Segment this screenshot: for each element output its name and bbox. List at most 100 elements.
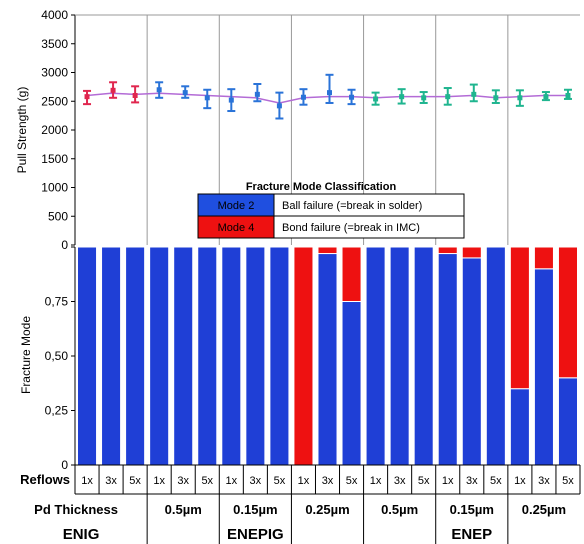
bar-mode-2 <box>269 246 290 466</box>
pd-thickness-label: 0.5µm <box>165 502 202 517</box>
pd-thickness-label: 0.15µm <box>450 502 494 517</box>
bar-mode-2 <box>557 377 579 466</box>
y-tick-label: 0 <box>61 238 68 252</box>
mean-marker <box>373 96 379 102</box>
mean-marker <box>204 95 210 101</box>
reflow-label: 5x <box>129 475 141 487</box>
mean-marker <box>565 93 571 98</box>
mean-marker <box>156 87 162 93</box>
bar-mode-2 <box>245 246 266 466</box>
bar-mode-2 <box>197 246 218 466</box>
bar-mode-4 <box>293 246 314 466</box>
reflow-label: 3x <box>394 475 406 487</box>
mean-marker <box>276 103 282 109</box>
bar-mode-2 <box>341 301 362 466</box>
reflow-label: 5x <box>562 475 574 487</box>
pd-thickness-label: 0.25µm <box>305 502 349 517</box>
reflow-label: 3x <box>466 475 478 487</box>
reflow-label: 5x <box>346 475 358 487</box>
bar-mode-2 <box>437 253 458 466</box>
reflow-label: 1x <box>298 475 310 487</box>
bar-mode-2 <box>365 246 386 466</box>
bar-mode-4 <box>317 246 338 255</box>
reflow-label: 1x <box>81 475 93 487</box>
bar-mode-2 <box>461 257 482 466</box>
legend: Fracture Mode Classification Mode 2 Ball f… <box>197 181 465 239</box>
reflow-label: 3x <box>538 475 550 487</box>
mean-marker <box>471 91 477 97</box>
mean-trend-line <box>86 92 568 104</box>
y-tick-label: 4000 <box>41 8 68 22</box>
y-tick-label: 2000 <box>41 123 68 137</box>
bar-mode-2 <box>125 246 146 466</box>
reflow-label: 5x <box>418 475 430 487</box>
pull-strength-chart: 4000 3500 3000 2500 2000 1500 1000 500 0 Pull Str… <box>15 8 580 252</box>
mean-marker <box>445 94 451 100</box>
mean-marker <box>300 94 306 100</box>
finish-label: ENEP <box>451 526 492 543</box>
mean-marker <box>132 93 138 98</box>
reflows-row-label: Reflows <box>20 472 70 487</box>
reflow-label: 1x <box>153 475 165 487</box>
reflow-label: 5x <box>201 475 213 487</box>
bar-mode-4 <box>437 246 458 255</box>
legend-label: Mode 4 <box>218 222 255 234</box>
mean-marker <box>493 95 499 101</box>
y-axis-label: Pull Strength (g) <box>15 87 29 174</box>
finish-label: ENEPIG <box>227 526 284 543</box>
reflow-label: 3x <box>105 475 117 487</box>
reflow-label: 1x <box>370 475 382 487</box>
bar-mode-2 <box>101 246 122 466</box>
bar-mode-4 <box>533 246 554 270</box>
reflow-label: 5x <box>490 475 502 487</box>
reflow-label: 3x <box>322 475 334 487</box>
bar-mode-2 <box>317 253 338 466</box>
reflow-label: 1x <box>442 475 454 487</box>
finish-label: ENIG <box>63 526 100 543</box>
bar-mode-2 <box>509 388 530 466</box>
bar-mode-2 <box>485 246 506 466</box>
y-axis-label: Fracture Mode <box>19 316 33 394</box>
bar-mode-2 <box>77 246 98 466</box>
y-tick-label: 3500 <box>41 37 68 51</box>
mean-marker <box>399 94 405 100</box>
pd-thickness-label: 0.25µm <box>522 502 566 517</box>
legend-description: Ball failure (=break in solder) <box>282 200 422 212</box>
mean-marker <box>254 91 260 97</box>
bar-mode-2 <box>413 246 434 466</box>
fracture-mode-chart: 0 0,25 0,50 0,75 Fracture Mode <box>19 246 580 472</box>
y-tick-label: 0 <box>61 458 68 472</box>
pd-thickness-label: Pd Thickness <box>34 502 118 517</box>
y-tick-label: 500 <box>48 209 68 223</box>
mean-marker <box>110 87 116 93</box>
bar-mode-2 <box>173 246 194 466</box>
bar-mode-4 <box>509 246 530 390</box>
mean-marker <box>327 90 332 96</box>
mean-marker <box>349 94 355 100</box>
bar-mode-2 <box>389 246 410 466</box>
mean-marker <box>228 97 234 103</box>
y-tick-label: 2500 <box>41 94 68 108</box>
bar-mode-2 <box>221 246 242 466</box>
legend-description: Bond failure (=break in IMC) <box>282 222 420 234</box>
reflow-label: 1x <box>514 475 526 487</box>
x-axis-table: 1x 3x 5x 1x 3x 5x 1x 3x 5x 1x 3x 5x 1x 3x 5x 1x 3x 5x 1x 3x… <box>20 465 581 544</box>
reflow-label: 5x <box>274 475 286 487</box>
mean-marker <box>421 95 427 101</box>
reflow-label: 1x <box>225 475 237 487</box>
y-tick-label: 3000 <box>41 66 68 80</box>
mean-marker <box>84 94 90 100</box>
y-tick-label: 0,25 <box>45 404 69 418</box>
legend-desc-box <box>273 215 465 239</box>
pd-thickness-label: 0.5µm <box>381 502 418 517</box>
bar-mode-2 <box>533 268 554 466</box>
y-tick-label: 1000 <box>41 181 68 195</box>
legend-label: Mode 2 <box>218 200 255 212</box>
bar-mode-4 <box>341 246 362 302</box>
legend-title: Fracture Mode Classification <box>246 181 397 193</box>
mean-marker <box>517 95 523 101</box>
bar-mode-4 <box>557 246 579 379</box>
bar-mode-4 <box>461 246 482 259</box>
mean-marker <box>543 94 549 100</box>
